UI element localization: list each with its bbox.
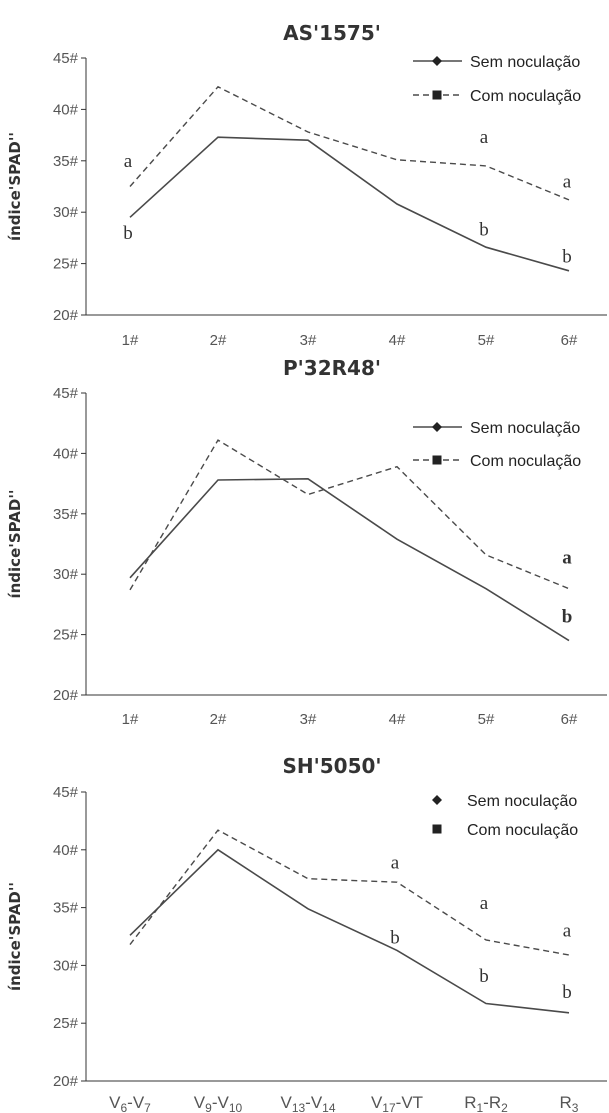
significance-label: b [562,246,572,267]
significance-label: a [480,127,489,148]
y-tick-label: 25# [53,1015,79,1032]
series-line-sem-noculacao [129,477,570,642]
x-tick-label: 3# [300,332,317,349]
legend-square-marker [432,824,442,834]
x-tick-label: 4# [389,332,406,349]
x-tick-label: V17-VT [371,1093,423,1113]
x-tick-label: 1# [122,711,139,728]
significance-label: b [479,220,489,241]
x-tick-label: 4# [389,711,406,728]
series-line-sem-noculacao [129,848,570,1014]
legend-square-marker [432,455,442,465]
legend-diamond-marker [432,422,442,432]
x-tick-label: 2# [210,332,227,349]
series-line-sem-noculacao [129,136,570,272]
y-tick-label: 20# [53,307,79,324]
legend-square-marker [432,90,442,100]
significance-label: a [563,171,572,192]
x-tick-label: 5# [478,332,495,349]
chart-title: SH'5050' [282,754,381,778]
x-tick-label: 3# [300,711,317,728]
y-tick-label: 45# [53,784,79,801]
legend-diamond-marker [432,56,442,66]
significance-label: a [391,853,400,874]
y-tick-label: 35# [53,153,79,170]
legend-label: Com noculação [467,822,578,839]
legend-label: Sem noculação [467,793,577,810]
x-tick-label: V13-V14 [280,1093,335,1113]
series-line-com-noculacao [129,439,570,591]
chart-title: P'32R48' [283,356,381,380]
significance-label: a [563,921,572,942]
significance-label: b [562,606,573,627]
y-tick-label: 30# [53,204,79,221]
y-tick-label: 45# [53,385,79,402]
series-line-com-noculacao [129,85,570,201]
significance-label: b [562,982,572,1003]
y-axis-label: índice'SPAD'' [6,882,24,991]
x-tick-label: V9-V10 [194,1093,243,1113]
chart-title: AS'1575' [283,21,381,45]
legend-label: Sem noculação [470,420,580,437]
y-tick-label: 25# [53,627,79,644]
legend: Sem noculação Com noculação [413,54,581,105]
chart-panel-1: AS'1575' índice'SPAD'' 20# 25# 30# 35# 40# 45# 1… [6,21,607,349]
significance-label: a [480,893,489,914]
legend-label: Sem noculação [470,54,580,71]
legend-label: Com noculação [470,453,581,470]
y-tick-label: 30# [53,566,79,583]
x-tick-label: R1-R2 [464,1093,508,1113]
y-axis-label: índice'SPAD'' [6,489,24,598]
y-tick-label: 20# [53,687,79,704]
y-tick-label: 35# [53,506,79,523]
significance-label: b [123,223,133,244]
legend-diamond-marker [432,795,442,805]
x-tick-label: 5# [478,711,495,728]
y-tick-label: 45# [53,50,79,67]
legend: Sem noculação Com noculação [432,793,578,839]
significance-label: b [479,966,489,987]
legend: Sem noculação Com noculação [413,420,581,470]
y-tick-label: 40# [53,101,79,118]
x-tick-label: V6-V7 [109,1093,151,1113]
x-tick-label: 6# [561,711,578,728]
series-line-com-noculacao [129,829,570,956]
y-tick-label: 35# [53,900,79,917]
significance-label: a [124,151,133,172]
chart-panel-3: SH'5050' índice'SPAD'' 20# 25# 30# 35# 40# 45# V… [6,754,607,1113]
x-tick-label: R3 [560,1093,579,1113]
chart-panel-2: P'32R48' índice'SPAD'' 20# 25# 30# 35# 40# 45# 1… [6,356,607,728]
y-tick-label: 30# [53,957,79,974]
x-tick-label: 1# [122,332,139,349]
significance-label: a [562,547,572,568]
significance-label: b [390,928,400,949]
legend-label: Com noculação [470,88,581,105]
y-axis-label: índice'SPAD'' [6,132,24,241]
x-tick-label: 6# [561,332,578,349]
y-tick-label: 20# [53,1073,79,1090]
y-tick-label: 40# [53,842,79,859]
x-tick-label: 2# [210,711,227,728]
y-tick-label: 40# [53,445,79,462]
y-tick-label: 25# [53,256,79,273]
